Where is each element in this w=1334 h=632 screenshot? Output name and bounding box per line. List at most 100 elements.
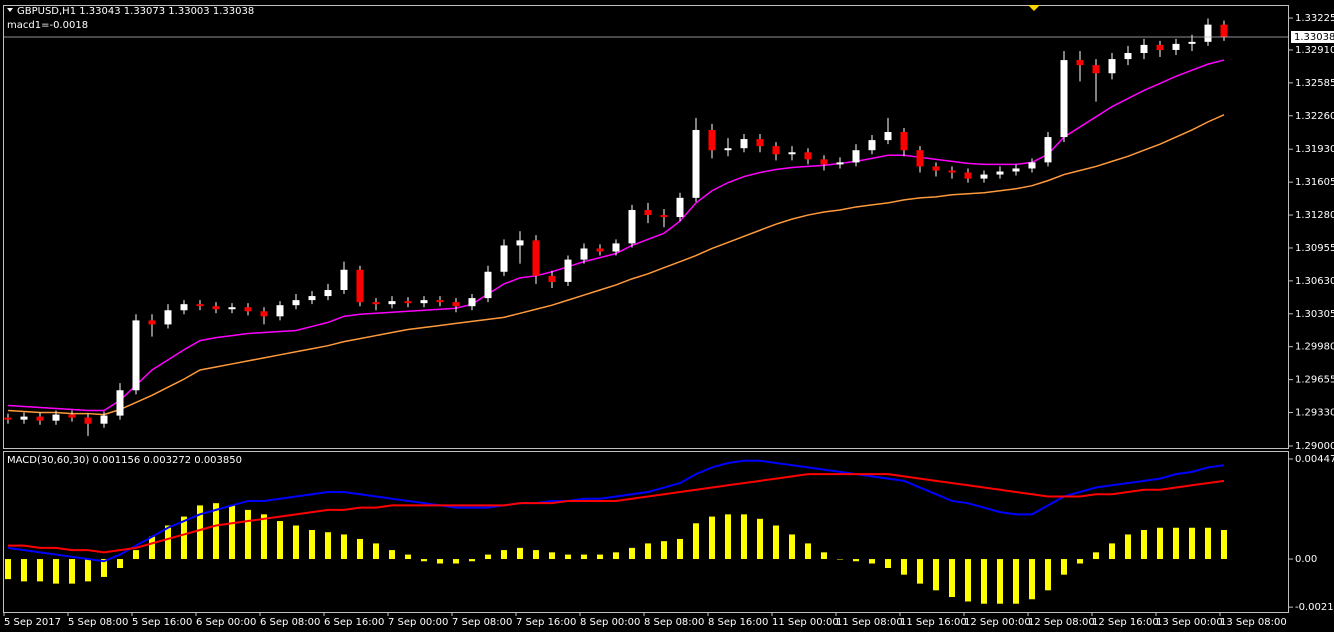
candle-body (820, 159, 828, 165)
histogram-bar (869, 559, 875, 564)
price-panel-frame (3, 5, 1289, 449)
histogram-bar (549, 552, 555, 560)
y-tick-label: 1.29000 (1295, 441, 1334, 452)
histogram-bar (901, 559, 907, 575)
x-tick-label: 8 Sep 08:00 (644, 617, 704, 628)
candle-body (1204, 24, 1212, 42)
candle-body (116, 390, 124, 416)
candle-body (212, 306, 220, 310)
x-tick-label: 11 Sep 16:00 (900, 617, 967, 628)
menu-arrow[interactable] (7, 8, 13, 12)
histogram-bar (37, 559, 43, 582)
symbol-title: GBPUSD,H1 1.33043 1.33073 1.33003 1.3303… (17, 6, 254, 17)
x-tick-label: 12 Sep 16:00 (1092, 617, 1159, 628)
x-tick-label: 5 Sep 16:00 (132, 617, 192, 628)
x-tick-label: 7 Sep 16:00 (516, 617, 576, 628)
candle-body (260, 311, 268, 317)
histogram-bar (1189, 527, 1195, 560)
histogram-bar (133, 550, 139, 560)
x-tick-label: 11 Sep 08:00 (836, 617, 903, 628)
y-tick-label: 1.32260 (1295, 111, 1334, 122)
histogram-bar (1077, 559, 1083, 564)
candle-body (36, 416, 44, 421)
x-tick-label: 8 Sep 00:00 (580, 617, 640, 628)
histogram-bar (469, 559, 475, 562)
histogram-bar (805, 543, 811, 560)
histogram-bar (373, 543, 379, 560)
y-tick-label: 1.31930 (1295, 144, 1334, 155)
x-tick-label: 8 Sep 16:00 (708, 617, 768, 628)
period-marker (1028, 5, 1040, 11)
indicator-value: macd1=-0.0018 (7, 20, 88, 31)
histogram-bar (757, 518, 763, 560)
candle-body (836, 162, 844, 165)
x-tick-label: 6 Sep 00:00 (196, 617, 256, 628)
candle-body (500, 245, 508, 272)
histogram-bar (517, 547, 523, 560)
candle-body (1188, 41, 1196, 44)
histogram-bar (357, 538, 363, 560)
histogram-bar (245, 509, 251, 560)
candle-body (356, 269, 364, 303)
candle-body (548, 275, 556, 282)
x-tick-label: 5 Sep 08:00 (68, 617, 128, 628)
candle-body (1156, 44, 1164, 50)
current-price-box (1291, 30, 1334, 43)
histogram-bar (1061, 559, 1067, 575)
candle-body (228, 307, 236, 310)
candle-body (788, 152, 796, 155)
y-tick-label: 1.32585 (1295, 78, 1334, 89)
candle-body (292, 300, 300, 306)
x-tick-label: 11 Sep 00:00 (772, 617, 839, 628)
x-tick-label: 6 Sep 16:00 (324, 617, 384, 628)
candle-body (468, 298, 476, 307)
histogram-bar (885, 559, 891, 568)
candle-body (1012, 168, 1020, 172)
y-tick-label: 1.29980 (1295, 342, 1334, 353)
x-tick-label: 7 Sep 00:00 (388, 617, 448, 628)
histogram-bar (5, 559, 11, 580)
candle-body (420, 300, 428, 304)
y-tick-label: 1.33225 (1295, 13, 1334, 24)
x-tick-label: 12 Sep 08:00 (1028, 617, 1095, 628)
candle-body (1140, 44, 1148, 53)
candle-body (948, 170, 956, 173)
histogram-bar (69, 559, 75, 584)
histogram-bar (645, 543, 651, 560)
x-tick-label: 5 Sep 2017 (4, 617, 61, 628)
candle-body (900, 131, 908, 151)
candle-body (68, 414, 76, 418)
candle-body (596, 248, 604, 252)
current-price-label: 1.33038 (1294, 32, 1334, 43)
histogram-bar (1205, 527, 1211, 560)
candle-body (148, 320, 156, 325)
candle-body (388, 301, 396, 305)
histogram-bar (949, 559, 955, 598)
histogram-bar (117, 559, 123, 568)
candle-body (868, 140, 876, 151)
y-tick-label: 1.29330 (1295, 408, 1334, 419)
candle-body (996, 171, 1004, 175)
histogram-bar (597, 554, 603, 560)
candle-body (1028, 162, 1036, 169)
candle-body (932, 166, 940, 171)
candle-body (340, 269, 348, 290)
histogram-bar (565, 554, 571, 560)
candle-body (1220, 24, 1228, 37)
candle-body (564, 259, 572, 282)
histogram-bar (533, 550, 539, 560)
histogram-bar (165, 525, 171, 560)
histogram-bar (741, 514, 747, 560)
histogram-bar (229, 505, 235, 560)
candle-body (804, 152, 812, 160)
candle-body (372, 302, 380, 305)
histogram-bar (773, 525, 779, 560)
candle-body (1092, 65, 1100, 74)
histogram-bar (629, 547, 635, 560)
y-tick-label: 1.31280 (1295, 210, 1334, 221)
moving-average (7, 114, 1225, 416)
candle-body (916, 150, 924, 167)
candle-body (196, 304, 204, 307)
y-tick-label: 1.30955 (1295, 243, 1334, 254)
